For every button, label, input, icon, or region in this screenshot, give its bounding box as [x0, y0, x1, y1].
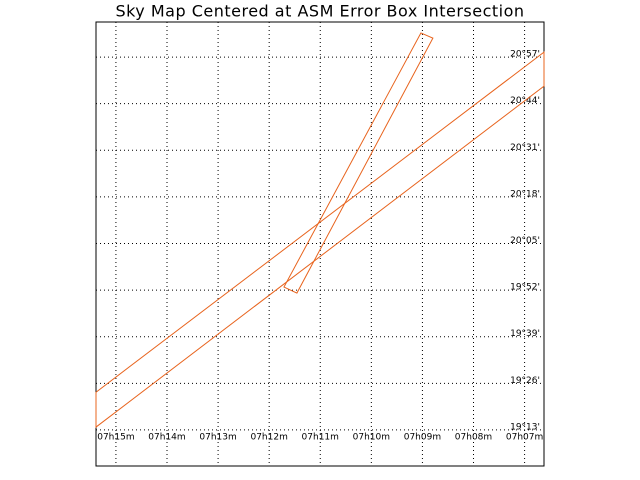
y-tick-label: 20°44' [510, 96, 540, 106]
x-tick-label: 07h12m [250, 433, 287, 443]
y-tick-label: 19°26' [510, 376, 540, 386]
y-tick-label: 19°39' [510, 329, 540, 339]
y-tick-label: 20°57' [510, 50, 540, 60]
y-tick-label: 20°05' [510, 236, 540, 246]
x-tick-label: 07h10m [353, 433, 390, 443]
error-box [95, 51, 545, 429]
y-tick-label: 20°18' [510, 189, 540, 199]
x-tick-label: 07h08m [455, 433, 492, 443]
error-box [283, 32, 434, 294]
y-tick-label: 19°52' [510, 283, 540, 293]
x-tick-label: 07h13m [199, 433, 236, 443]
y-tick-label: 19°13' [510, 422, 540, 432]
x-tick-label: 07h07m [506, 433, 543, 443]
chart-title: Sky Map Centered at ASM Error Box Inters… [115, 2, 524, 21]
x-tick-label: 07h11m [302, 433, 339, 443]
x-tick-label: 07h09m [404, 433, 441, 443]
x-tick-label: 07h15m [97, 433, 134, 443]
y-tick-label: 20°31' [510, 143, 540, 153]
x-tick-label: 07h14m [148, 433, 185, 443]
